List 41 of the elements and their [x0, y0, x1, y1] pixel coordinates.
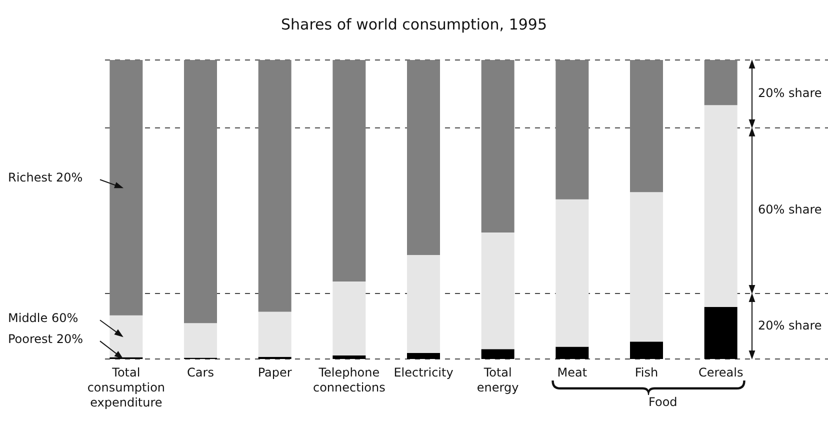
bar — [556, 199, 589, 347]
text: Poorest 20% — [8, 332, 83, 346]
bar — [481, 349, 514, 359]
bar — [332, 282, 366, 356]
bar — [258, 60, 292, 312]
x-tick-label: Electricity — [394, 366, 454, 380]
bar — [332, 355, 366, 359]
chart-title: Shares of world consumption, 1995 — [281, 16, 547, 34]
text: Food — [648, 395, 678, 409]
bar — [704, 105, 738, 307]
text: 60% share — [758, 202, 822, 217]
bar — [407, 353, 440, 359]
x-tick-label: Meat — [557, 366, 588, 380]
bar — [704, 60, 738, 106]
bar — [481, 232, 514, 350]
bar — [556, 346, 589, 359]
bar — [110, 315, 143, 358]
bar — [184, 323, 217, 358]
x-tick-label: Cars — [187, 366, 214, 380]
bar — [407, 254, 440, 354]
bar — [110, 60, 143, 316]
x-tick-label: Paper — [258, 366, 292, 380]
x-tick-label: Total energy — [476, 366, 519, 394]
bar — [481, 60, 514, 233]
bar — [258, 312, 292, 357]
bar — [184, 60, 217, 324]
text: 20% share — [758, 318, 822, 332]
bar — [556, 60, 589, 200]
bar — [630, 192, 663, 342]
x-tick-label: Total consumption expenditure — [87, 366, 166, 410]
bar — [704, 306, 738, 359]
x-tick-label: Telephone connections — [312, 366, 386, 394]
text: Richest 20% — [8, 170, 83, 185]
bar — [630, 60, 663, 192]
bar — [407, 60, 440, 255]
text: Middle 60% — [8, 311, 78, 326]
bar — [332, 60, 366, 282]
x-tick-label: Fish — [634, 366, 658, 380]
text: 20% share — [758, 86, 822, 100]
x-tick-label: Cereals — [698, 366, 744, 380]
bar — [630, 342, 663, 359]
